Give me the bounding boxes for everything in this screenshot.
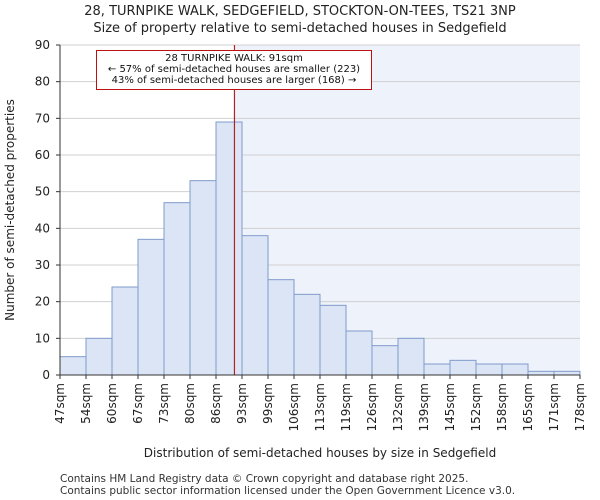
- histogram-bar: [293, 293, 321, 376]
- x-tick-label: 158sqm: [495, 383, 509, 431]
- x-tick-label: 152sqm: [469, 383, 483, 431]
- annotation-line-address: 28 TURNPIKE WALK: 91sqm: [165, 53, 303, 64]
- x-tick-label: 73sqm: [157, 383, 171, 424]
- x-tick-label: 67sqm: [131, 383, 145, 424]
- y-tick-label: 40: [35, 221, 50, 235]
- histogram-bar: [501, 363, 529, 376]
- x-tick-label: 139sqm: [417, 383, 431, 431]
- y-tick-label: 80: [35, 75, 50, 89]
- x-tick-label: 106sqm: [287, 383, 301, 431]
- x-tick-label: 132sqm: [391, 383, 405, 431]
- y-tick-label: 70: [35, 111, 50, 125]
- y-tick-label: 30: [35, 258, 50, 272]
- histogram-bar: [397, 337, 425, 376]
- histogram-bar: [267, 279, 295, 376]
- histogram-bar: [85, 337, 113, 376]
- y-tick-label: 50: [35, 185, 50, 199]
- x-tick-label: 113sqm: [313, 383, 327, 431]
- histogram-bar: [345, 330, 373, 376]
- x-tick-label: 99sqm: [261, 383, 275, 424]
- histogram-bar: [449, 359, 477, 376]
- x-tick-label: 126sqm: [365, 383, 379, 431]
- chart-title-line2: Size of property relative to semi-detach…: [93, 21, 507, 36]
- y-tick-label: 90: [35, 38, 50, 52]
- footer-copyright: Contains HM Land Registry data © Crown c…: [60, 473, 469, 485]
- y-tick-label: 60: [35, 148, 50, 162]
- x-axis-title: Distribution of semi-detached houses by …: [144, 446, 496, 460]
- x-tick-label: 178sqm: [573, 383, 587, 431]
- property-annotation-box: 28 TURNPIKE WALK: 91sqm ← 57% of semi-de…: [96, 50, 372, 90]
- annotation-line-smaller: ← 57% of semi-detached houses are smalle…: [107, 64, 361, 75]
- histogram-bar: [189, 180, 217, 376]
- histogram-bar: [137, 238, 165, 376]
- x-tick-label: 93sqm: [235, 383, 249, 424]
- y-tick-label: 20: [35, 295, 50, 309]
- histogram-bar: [475, 363, 503, 376]
- x-tick-label: 54sqm: [79, 383, 93, 424]
- histogram-bar: [59, 356, 87, 376]
- histogram-bar: [163, 202, 191, 376]
- histogram-bar: [371, 345, 399, 376]
- y-axis-title: Number of semi-detached properties: [3, 99, 17, 321]
- x-tick-label: 47sqm: [53, 383, 67, 424]
- histogram-bar: [423, 363, 451, 376]
- histogram-bar: [111, 286, 139, 376]
- annotation-line-larger: 43% of semi-detached houses are larger (…: [111, 75, 357, 86]
- x-tick-label: 60sqm: [105, 383, 119, 424]
- x-tick-label: 80sqm: [183, 383, 197, 424]
- x-tick-label: 171sqm: [547, 383, 561, 431]
- x-tick-label: 119sqm: [339, 383, 353, 431]
- x-tick-label: 86sqm: [209, 383, 223, 424]
- y-tick-label: 10: [35, 331, 50, 345]
- histogram-bar: [319, 304, 347, 376]
- histogram-bar: [215, 121, 243, 376]
- y-tick-label: 0: [42, 368, 50, 382]
- histogram-bar: [527, 370, 555, 376]
- histogram-bar: [553, 370, 581, 376]
- x-tick-label: 145sqm: [443, 383, 457, 431]
- x-tick-label: 165sqm: [521, 383, 535, 431]
- footer-licence: Contains public sector information licen…: [60, 485, 516, 497]
- chart-title-line1: 28, TURNPIKE WALK, SEDGEFIELD, STOCKTON-…: [84, 4, 516, 19]
- histogram-bar: [241, 235, 269, 376]
